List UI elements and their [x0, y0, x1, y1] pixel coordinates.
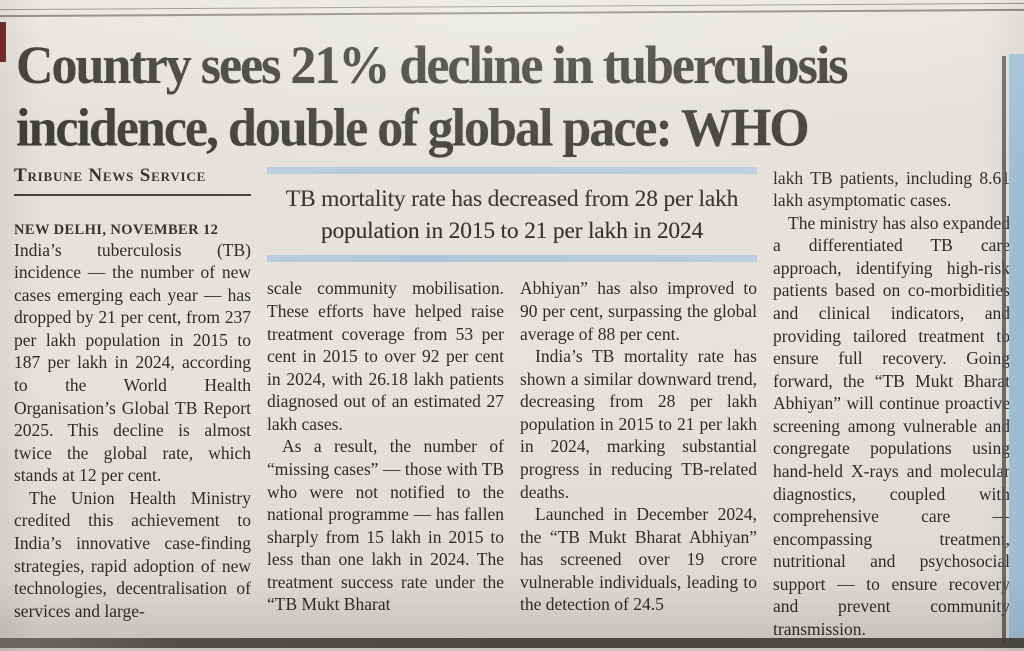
column-4: lakh TB patients, including 8.61 lakh as…	[773, 165, 1010, 641]
headline-line-2: incidence, double of global pace: WHO	[16, 99, 810, 159]
body-paragraph: lakh TB patients, including 8.61 lakh as…	[773, 167, 1010, 211]
middle-columns-text: scale community mobilisation. These effo…	[267, 277, 757, 615]
body-paragraph: scale community mobilisation. These effo…	[267, 278, 504, 434]
body-paragraph: Abhiyan” has also improved to 90 per cen…	[520, 278, 757, 344]
body-paragraph: India’s TB mortality rate has shown a si…	[520, 346, 757, 502]
blue-bar-top	[267, 166, 757, 174]
body-paragraph: As a result, the number of “missing case…	[267, 436, 504, 615]
column-1: Tribune News Service NEW DELHI, NOVEMBER…	[14, 165, 251, 641]
subheadline-block: TB mortality rate has decreased from 28 …	[267, 166, 757, 263]
headline-line-1: Country sees 21% decline in tuberculosis	[16, 36, 849, 96]
headline: Country sees 21% decline in tuberculosis…	[0, 0, 1024, 161]
column-2: scale community mobilisation. These effo…	[267, 277, 504, 615]
page-edge-rule	[1002, 56, 1006, 643]
body-paragraph: The Union Health Ministry credited this …	[14, 487, 251, 621]
column-3: Abhiyan” has also improved to 90 per cen…	[520, 277, 757, 615]
middle-columns: TB mortality rate has decreased from 28 …	[267, 165, 757, 641]
red-edge-mark	[0, 22, 6, 62]
byline: Tribune News Service	[14, 165, 251, 196]
adjacent-page-strip	[1009, 54, 1024, 645]
subheadline: TB mortality rate has decreased from 28 …	[285, 185, 739, 245]
body-paragraph: The ministry has also expanded a differe…	[773, 212, 1010, 639]
dateline: NEW DELHI, NOVEMBER 12	[14, 221, 219, 238]
body-paragraph: India’s tuberculosis (TB) incidence — th…	[14, 239, 251, 486]
bottom-fold-shadow	[0, 638, 1024, 648]
article-body: Tribune News Service NEW DELHI, NOVEMBER…	[0, 155, 1024, 641]
blue-bar-bottom	[267, 255, 757, 263]
body-paragraph: Launched in December 2024, the “TB Mukt …	[520, 504, 757, 615]
